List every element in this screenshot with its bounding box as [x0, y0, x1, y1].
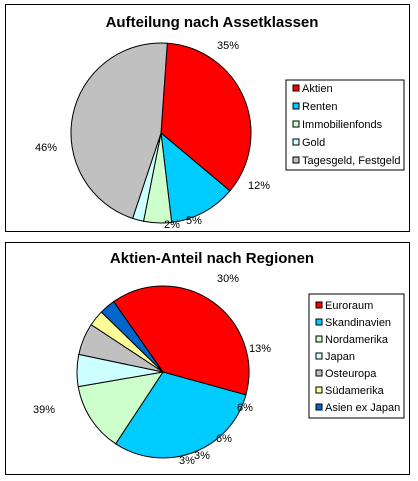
data-label-sudamerika: 3%	[194, 450, 210, 462]
legend-label-gold: Gold	[302, 137, 325, 149]
data-label-tagesgeld-festgeld: 46%	[35, 142, 57, 154]
data-label-skandinavien: 30%	[217, 273, 239, 285]
legend-swatch-skandinavien	[316, 319, 322, 325]
legend-swatch-gold	[293, 139, 299, 145]
data-label-gold: 2%	[164, 219, 180, 231]
legend-swatch-tagesgeld-festgeld	[293, 157, 299, 163]
pie-chart-regionen: Aktien-Anteil nach Regionen 39% 30% 13% 6% 6…	[6, 243, 409, 474]
pie-chart-assetklassen: Aufteilung nach Assetklassen 35% 12% 5% 2% 4…	[6, 5, 409, 231]
legend-label-japan: Japan	[325, 351, 355, 363]
legend-label-osteuropa: Osteuropa	[325, 368, 377, 380]
chart-title: Aufteilung nach Assetklassen	[106, 14, 319, 31]
legend-swatch-euroraum	[316, 302, 322, 308]
legend-swatch-immobilienfonds	[293, 121, 299, 127]
data-label-osteuropa: 6%	[216, 433, 232, 445]
legend-label-asien-ex-japan: Asien ex Japan	[325, 402, 400, 414]
data-label-japan: 6%	[237, 402, 253, 414]
legend-label-nordamerika: Nordamerika	[325, 334, 389, 346]
data-label-asien-ex-japan: 3%	[179, 455, 195, 467]
legend-label-aktien: Aktien	[302, 83, 333, 95]
legend-label-tagesgeld-festgeld: Tagesgeld, Festgeld	[302, 155, 400, 167]
legend-swatch-sudamerika	[316, 387, 322, 393]
legend-label-sudamerika: Südamerika	[325, 385, 385, 397]
legend-label-skandinavien: Skandinavien	[325, 317, 391, 329]
data-label-immobilienfonds: 5%	[186, 215, 202, 227]
legend-swatch-japan	[316, 353, 322, 359]
legend-label-euroraum: Euroraum	[325, 300, 373, 312]
data-label-renten: 12%	[248, 180, 270, 192]
legend-label-immobilienfonds: Immobilienfonds	[302, 119, 383, 131]
data-label-aktien: 35%	[217, 40, 239, 52]
chart-panel-regionen: Aktien-Anteil nach Regionen 39% 30% 13% 6% 6…	[5, 242, 410, 475]
legend-swatch-aktien	[293, 85, 299, 91]
legend-label-renten: Renten	[302, 101, 337, 113]
data-label-nordamerika: 13%	[249, 343, 271, 355]
legend-swatch-renten	[293, 103, 299, 109]
data-label-euroraum: 39%	[33, 404, 55, 416]
chart-title: Aktien-Anteil nach Regionen	[110, 250, 314, 267]
legend-swatch-asien-ex-japan	[316, 404, 322, 410]
legend-swatch-osteuropa	[316, 370, 322, 376]
pie-slices	[71, 43, 251, 223]
chart-panel-assetklassen: Aufteilung nach Assetklassen 35% 12% 5% 2% 4…	[5, 4, 410, 232]
legend-swatch-nordamerika	[316, 336, 322, 342]
legend-box	[309, 294, 404, 418]
